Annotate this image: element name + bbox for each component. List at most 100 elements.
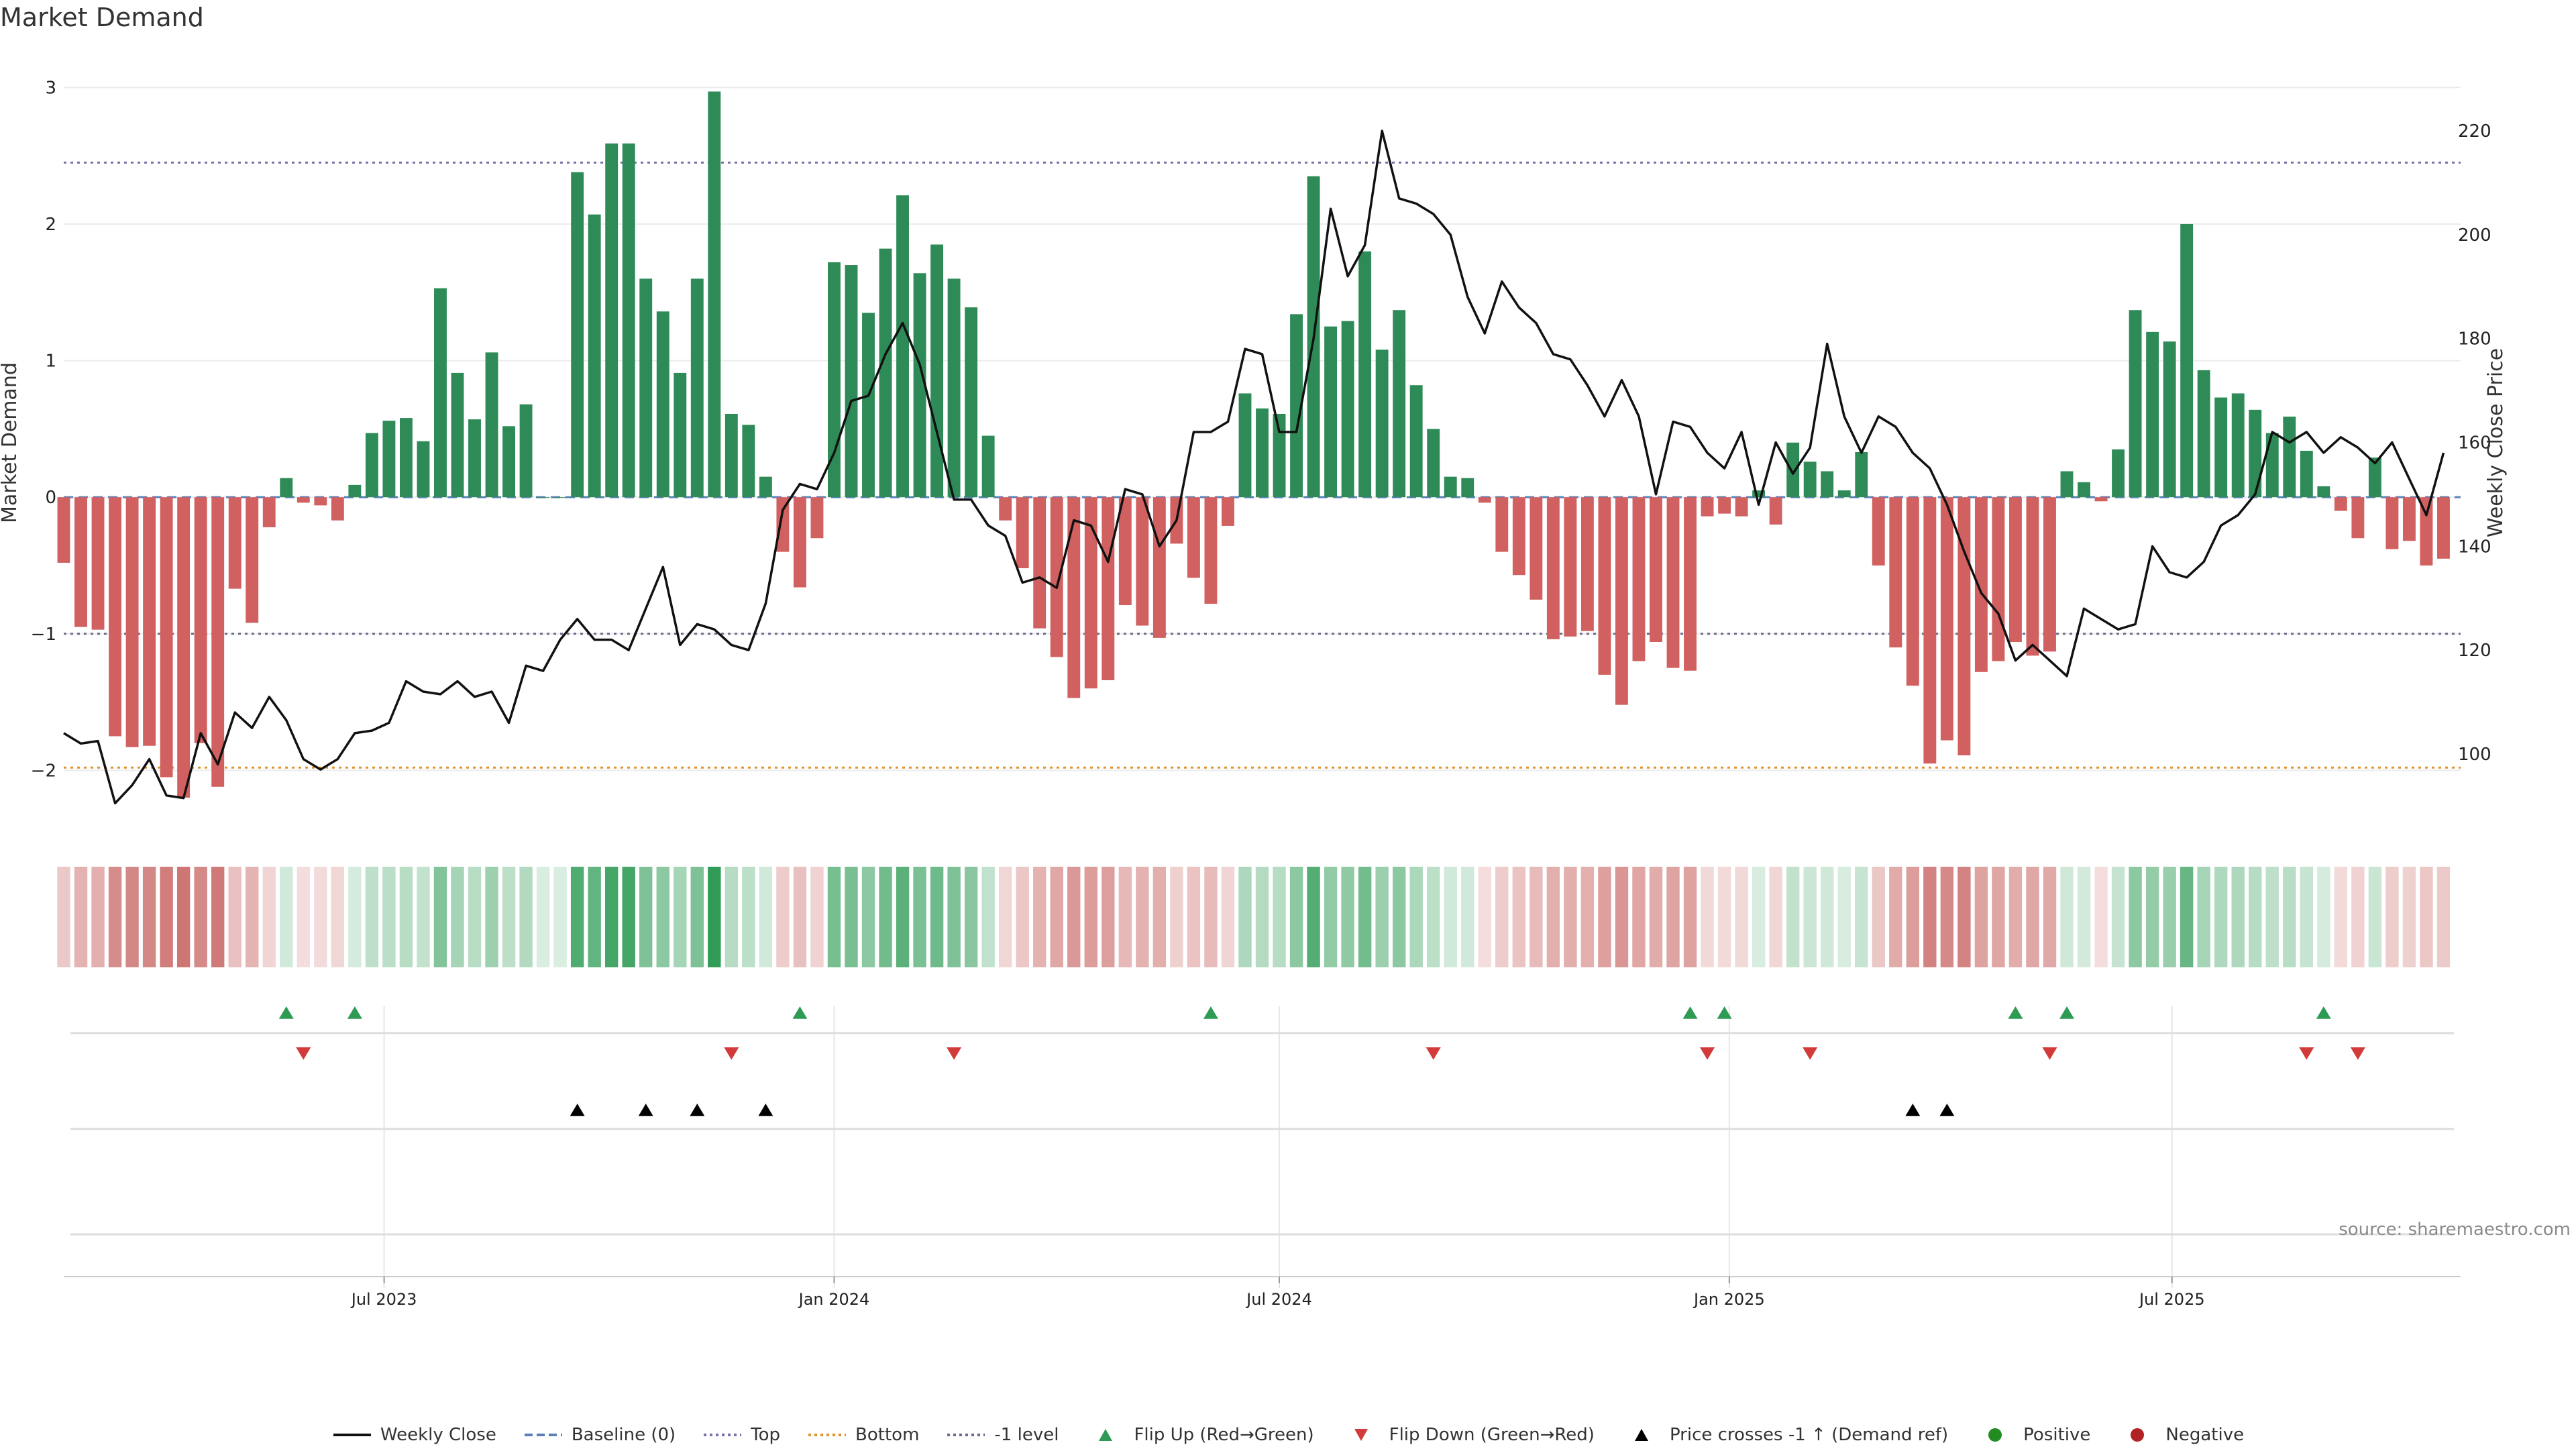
- demand-bar: [1650, 497, 1662, 642]
- heat-cell: [570, 867, 584, 967]
- demand-bar: [1222, 497, 1234, 526]
- heat-cell: [930, 867, 944, 967]
- demand-bar: [2180, 223, 2194, 498]
- legend-label: Top: [751, 1425, 781, 1445]
- price-cross-marker: [638, 1104, 653, 1116]
- heat-cell: [964, 867, 978, 967]
- demand-bar: [280, 478, 293, 498]
- demand-bar: [143, 497, 156, 746]
- heat-cell: [1136, 867, 1149, 967]
- dot-icon: [1975, 1426, 2015, 1444]
- heat-cell: [861, 867, 875, 967]
- y-tick-label: 1: [45, 352, 56, 372]
- heat-cell: [1187, 867, 1201, 967]
- y2-axis-label: Weekly Close Price: [2484, 348, 2508, 537]
- legend-label: Bottom: [855, 1425, 920, 1445]
- demand-bar: [519, 404, 533, 498]
- heat-cell: [1273, 867, 1286, 967]
- heat-cell: [108, 867, 122, 967]
- heat-cell: [228, 867, 241, 967]
- heat-cell: [57, 867, 70, 967]
- heat-cell: [913, 867, 926, 967]
- heat-cell: [1701, 867, 1714, 967]
- heat-cell: [639, 867, 653, 967]
- heat-cell: [1341, 867, 1354, 967]
- demand-bar: [2265, 433, 2279, 498]
- demand-bar: [1855, 451, 1868, 498]
- demand-bar: [1718, 497, 1731, 514]
- heat-cell: [1735, 867, 1748, 967]
- heat-cell: [2265, 867, 2279, 967]
- heat-cell: [1050, 867, 1063, 967]
- y2-tick-label: 160: [2458, 433, 2491, 453]
- legend-item-cross: Price crosses -1 ↑ (Demand ref): [1621, 1425, 1948, 1445]
- heat-cell: [759, 867, 773, 967]
- heat-cell: [2008, 867, 2023, 967]
- heat-cell: [1872, 867, 1885, 967]
- heat-cell: [2249, 867, 2262, 967]
- heat-cell: [2180, 867, 2194, 967]
- heat-cell: [1204, 867, 1218, 967]
- heat-cell: [1580, 867, 1595, 967]
- heat-cell: [331, 867, 345, 967]
- heat-cell: [348, 867, 362, 967]
- flip-down-marker: [1803, 1047, 1818, 1060]
- demand-bar: [1204, 497, 1218, 604]
- flip-up-marker: [2316, 1006, 2331, 1019]
- heat-cell: [776, 867, 790, 967]
- flip-down-marker: [296, 1047, 311, 1060]
- demand-bar: [1940, 497, 1953, 741]
- flip-up-marker: [1682, 1006, 1698, 1019]
- heat-cell: [2043, 867, 2057, 967]
- heat-cell: [947, 867, 961, 967]
- heat-cell: [1102, 867, 1115, 967]
- triangle-down-icon: [1341, 1426, 1381, 1444]
- demand-bar: [211, 497, 225, 787]
- demand-bar: [724, 413, 738, 498]
- legend-item-minus1: -1 level: [946, 1425, 1059, 1445]
- price-cross-marker: [1905, 1104, 1921, 1116]
- flip-up-marker: [278, 1006, 294, 1019]
- heat-cell: [314, 867, 327, 967]
- demand-bar: [1256, 408, 1269, 498]
- demand-bar: [2163, 341, 2176, 498]
- legend-label: Weekly Close: [380, 1425, 496, 1445]
- demand-bar: [451, 372, 464, 498]
- demand-bar: [553, 497, 567, 498]
- legend-item-close: Weekly Close: [332, 1425, 496, 1445]
- y-tick-label: 2: [45, 215, 56, 235]
- legend-label: -1 level: [994, 1425, 1059, 1445]
- flip-up-marker: [1717, 1006, 1732, 1019]
- demand-bar: [348, 484, 362, 498]
- demand-bar: [2078, 482, 2090, 498]
- demand-bar: [2112, 449, 2125, 498]
- demand-bar: [1273, 413, 1286, 498]
- demand-bar: [1752, 490, 1766, 498]
- x-tick-label: Jan 2025: [1693, 1290, 1765, 1309]
- heat-cell: [1084, 867, 1097, 967]
- heat-cell: [2385, 867, 2399, 967]
- heat-cell: [708, 867, 721, 967]
- demand-bar: [981, 435, 995, 498]
- x-tick-label: Jan 2024: [798, 1290, 870, 1309]
- heat-cell: [2060, 867, 2074, 967]
- heat-cell: [2111, 867, 2125, 967]
- heat-cell: [1786, 867, 1800, 967]
- demand-bar: [417, 441, 430, 498]
- heat-cell: [1666, 867, 1680, 967]
- legend-item-bottom: Bottom: [807, 1425, 919, 1445]
- heat-cell: [1444, 867, 1457, 967]
- y-tick-label: 0: [45, 488, 56, 508]
- y-tick-label: −2: [31, 761, 56, 781]
- legend: Weekly Close Baseline (0) Top Bottom -1 leve…: [0, 1425, 2576, 1445]
- demand-bar: [1050, 497, 1063, 657]
- legend-line-icon: [332, 1426, 372, 1444]
- x-tick-label: Jul 2025: [2138, 1290, 2205, 1309]
- legend-item-baseline: Baseline (0): [523, 1425, 676, 1445]
- demand-bar: [1444, 476, 1457, 498]
- heat-cell: [588, 867, 601, 967]
- flip-up-marker: [347, 1006, 362, 1019]
- flip-up-marker: [792, 1006, 808, 1019]
- heat-cell: [1033, 867, 1046, 967]
- heat-cell: [1564, 867, 1577, 967]
